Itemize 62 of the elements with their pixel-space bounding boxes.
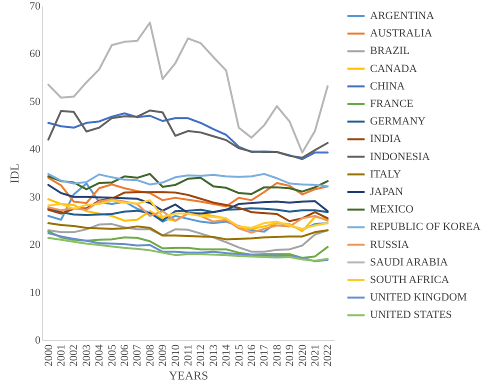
legend-label: UNITED KINGDOM [370, 292, 468, 304]
y-tick-label: 0 [35, 334, 41, 346]
x-axis-title: YEARS [168, 368, 208, 382]
x-tick-label: 2015 [233, 344, 246, 366]
x-tick-label: 2005 [106, 344, 118, 366]
legend-label: SOUTH AFRICA [370, 274, 450, 286]
x-tick-label: 2018 [271, 344, 284, 366]
x-tick-label: 2013 [208, 344, 220, 366]
legend-label: SAUDI ARABIA [370, 256, 448, 268]
x-tick-label: 2011 [182, 344, 194, 366]
legend-label: CANADA [370, 62, 418, 75]
legend-label: AUSTRALIA [370, 28, 432, 40]
legend-label: MEXICO [370, 204, 414, 216]
y-axis-title: IDL [8, 164, 22, 184]
line-series [47, 207, 329, 222]
y-tick-label: 60 [30, 48, 41, 60]
x-tick-label: 2010 [170, 344, 182, 366]
x-tick-label: 2004 [94, 344, 106, 366]
line-series [47, 223, 329, 253]
x-tick-label: 2006 [119, 344, 132, 366]
x-tick-label: 2008 [144, 344, 156, 366]
x-tick-label: 2020 [296, 344, 309, 366]
line-series [47, 22, 329, 154]
y-tick-label: 10 [30, 286, 41, 299]
legend-label: REPUBLIC OF KOREA [370, 221, 481, 234]
x-tick-label: 2003 [80, 344, 93, 366]
legend-label: UNITED STATES [370, 309, 452, 322]
legend-label: BRAZIL [370, 45, 410, 58]
x-tick-label: 2016 [246, 344, 258, 366]
line-series [47, 182, 329, 233]
line-series [47, 172, 329, 195]
x-tick-label: 2017 [258, 344, 271, 366]
legend-label: INDONESIA [370, 150, 430, 163]
legend-label: CHINA [370, 80, 405, 92]
x-tick-label: 2007 [132, 344, 144, 366]
legend-label: JAPAN [370, 186, 404, 198]
line-series [47, 236, 329, 262]
y-tick-label: 20 [30, 239, 41, 252]
x-tick-label: 2009 [157, 344, 170, 366]
x-tick-label: 2012 [195, 344, 208, 366]
y-tick-label: 70 [30, 0, 41, 12]
line-series [47, 172, 329, 188]
x-tick-label: 2001 [56, 344, 68, 366]
x-tick-label: 2019 [284, 344, 296, 366]
line-series [47, 191, 329, 222]
y-tick-label: 40 [30, 144, 41, 156]
y-tick-label: 50 [30, 96, 41, 108]
line-series [47, 176, 329, 208]
legend-label: INDIA [370, 133, 402, 146]
legend-label: RUSSIA [370, 238, 410, 251]
x-tick-label: 2021 [309, 344, 322, 366]
x-tick-label: 2022 [322, 344, 334, 366]
line-series [47, 222, 329, 240]
legend-label: FRANCE [370, 98, 414, 110]
line-series [47, 184, 329, 215]
x-tick-label: 2000 [42, 344, 55, 366]
y-tick-label: 30 [30, 191, 41, 204]
legend-label: ITALY [370, 168, 402, 180]
legend-label: GERMANY [370, 116, 426, 128]
legend-label: ARGENTINA [370, 10, 434, 22]
x-tick-label: 2014 [220, 344, 233, 366]
x-tick-label: 2002 [68, 344, 80, 366]
